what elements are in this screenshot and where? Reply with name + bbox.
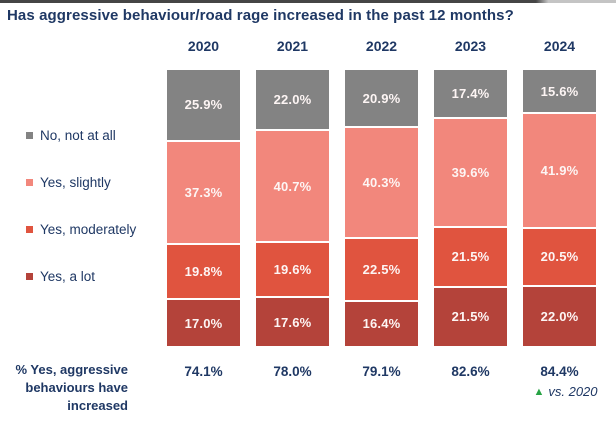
summary-value: 82.6% <box>451 364 490 379</box>
up-triangle-icon: ▲ <box>533 386 545 398</box>
bar-segment: 17.4% <box>434 70 507 117</box>
bar-column: 2021 22.0% 40.7% 19.6% 17.6% 78.0% <box>256 38 329 398</box>
legend-swatch-icon <box>26 225 33 233</box>
bar-segment: 20.9% <box>345 70 418 127</box>
legend-item-label: Yes, moderately <box>40 221 137 237</box>
segment-value-label: 40.7% <box>273 178 312 194</box>
bar-segment: 16.4% <box>345 301 418 346</box>
bar-segment: 20.5% <box>523 229 596 285</box>
bar-segment: 22.5% <box>345 239 418 300</box>
bar-segment: 15.6% <box>523 70 596 113</box>
top-edge-strip <box>0 0 616 3</box>
summary-value: 74.1% <box>184 364 223 379</box>
segment-value-label: 22.0% <box>540 308 579 324</box>
bar-segment: 40.7% <box>256 131 329 242</box>
segment-value-label: 22.5% <box>362 261 401 277</box>
bar-segment: 39.6% <box>434 118 507 226</box>
comparison-note-text: vs. 2020 <box>548 384 598 399</box>
bar-segment: 22.0% <box>523 286 596 346</box>
bar-column: 2023 17.4% 39.6% 21.5% 21.5% 82.6% <box>434 38 507 398</box>
bar-column: 2020 25.9% 37.3% 19.8% 17.0% 74.1% <box>167 38 240 398</box>
segment-value-label: 15.6% <box>540 83 579 99</box>
bar-column: 2024 15.6% 41.9% 20.5% 22.0% 84.4% ▲ vs. 2020 <box>523 38 598 399</box>
bar-segment: 22.0% <box>256 70 329 130</box>
segment-value-label: 20.9% <box>362 90 401 106</box>
stacked-bar: 22.0% 40.7% 19.6% 17.6% <box>256 70 329 346</box>
summary-value: 84.4% <box>540 364 579 379</box>
summary-row-label: % Yes, aggressive behaviours have increa… <box>15 362 128 414</box>
segment-value-label: 40.3% <box>362 175 401 191</box>
year-label: 2023 <box>454 38 487 54</box>
stacked-bar: 17.4% 39.6% 21.5% 21.5% <box>434 70 507 346</box>
segment-value-label: 21.5% <box>451 309 490 325</box>
bar-column: 2022 20.9% 40.3% 22.5% 16.4% 79.1% <box>345 38 418 398</box>
year-label: 2024 <box>543 38 576 54</box>
segment-value-label: 22.0% <box>273 92 312 108</box>
legend-item-label: Yes, slightly <box>40 174 111 190</box>
segment-value-label: 21.5% <box>451 249 490 265</box>
segment-value-label: 41.9% <box>540 163 579 179</box>
segment-value-label: 37.3% <box>184 184 223 200</box>
legend-item-label: Yes, a lot <box>40 268 96 284</box>
segment-value-label: 20.5% <box>540 249 579 265</box>
segment-value-label: 17.6% <box>273 314 312 330</box>
bar-segment: 37.3% <box>167 141 240 243</box>
bar-segment: 19.8% <box>167 244 240 299</box>
comparison-note: ▲ vs. 2020 <box>517 384 614 399</box>
stacked-bar: 15.6% 41.9% 20.5% 22.0% <box>523 70 596 346</box>
segment-value-label: 25.9% <box>184 97 223 113</box>
summary-value: 78.0% <box>273 364 312 379</box>
year-label: 2022 <box>365 38 398 54</box>
stacked-bar: 25.9% 37.3% 19.8% 17.0% <box>167 70 240 346</box>
bar-segment: 17.6% <box>256 298 329 346</box>
segment-value-label: 17.0% <box>184 315 223 331</box>
legend-swatch-icon <box>26 178 33 186</box>
bar-segment: 40.3% <box>345 128 418 238</box>
legend-swatch-icon <box>26 272 33 280</box>
bar-segment: 21.5% <box>434 287 507 346</box>
legend-item: Yes, a lot <box>26 267 95 285</box>
legend-item: Yes, slightly <box>26 173 111 191</box>
legend-item-label: No, not at all <box>40 127 116 143</box>
legend-swatch-icon <box>26 131 33 139</box>
bar-segment: 19.6% <box>256 243 329 297</box>
bar-segment: 25.9% <box>167 70 240 140</box>
segment-value-label: 39.6% <box>451 164 490 180</box>
chart-title: Has aggressive behaviour/road rage incre… <box>7 7 514 24</box>
year-label: 2021 <box>276 38 309 54</box>
year-label: 2020 <box>187 38 220 54</box>
legend-item: No, not at all <box>26 126 116 144</box>
segment-value-label: 16.4% <box>362 316 401 332</box>
segment-value-label: 17.4% <box>451 85 490 101</box>
summary-value: 79.1% <box>362 364 401 379</box>
segment-value-label: 19.8% <box>184 263 223 279</box>
legend-item: Yes, moderately <box>26 220 136 238</box>
segment-value-label: 19.6% <box>273 262 312 278</box>
bar-segment: 21.5% <box>434 227 507 286</box>
bar-segment: 17.0% <box>167 300 240 346</box>
bar-segment: 41.9% <box>523 114 596 228</box>
stacked-bar: 20.9% 40.3% 22.5% 16.4% <box>345 70 418 346</box>
